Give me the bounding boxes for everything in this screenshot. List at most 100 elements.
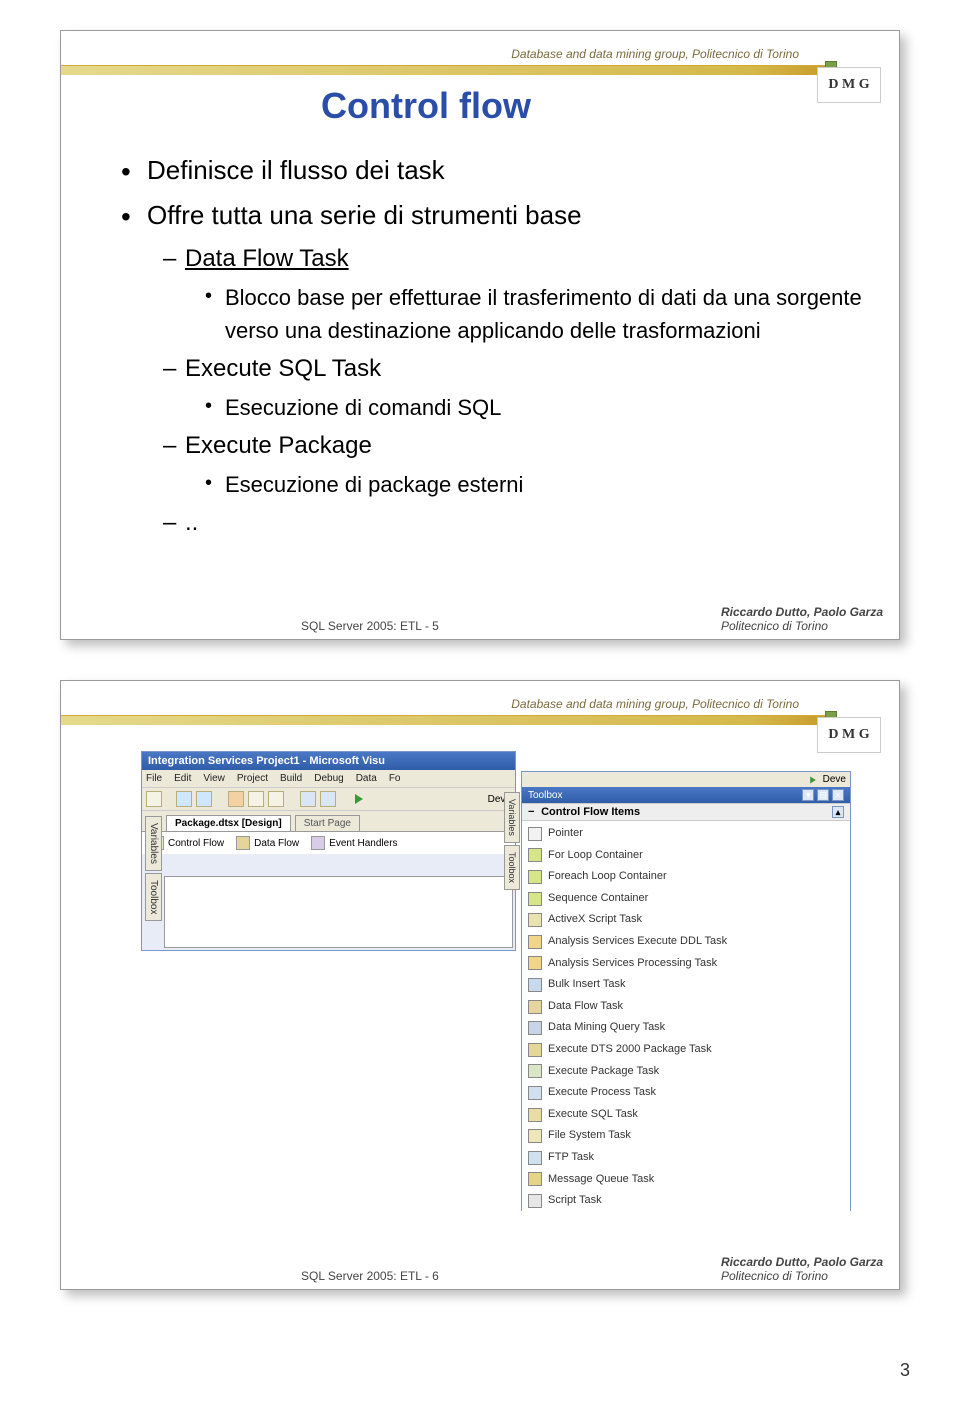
pointer-icon <box>528 827 542 841</box>
tab-toolbox[interactable]: Toolbox <box>145 873 162 921</box>
toolbox-item[interactable]: FTP Task <box>522 1147 850 1169</box>
redo-icon[interactable] <box>320 791 336 807</box>
bullet-level2: Execute SQL Task <box>121 351 869 387</box>
toolbox-body: − Control Flow Items ▴ Pointer For Loop … <box>522 803 850 1214</box>
menu-project[interactable]: Project <box>237 773 268 784</box>
toolbox-item[interactable]: File System Task <box>522 1125 850 1147</box>
scroll-up-icon[interactable]: ▴ <box>832 806 844 818</box>
slide1-title: Control flow <box>321 85 531 127</box>
tab-toolbox[interactable]: Toolbox <box>504 845 520 890</box>
data-mining-icon <box>528 1021 542 1035</box>
slide2-header: Database and data mining group, Politecn… <box>61 691 899 721</box>
menu-file[interactable]: File <box>146 773 162 784</box>
slide1-header: Database and data mining group, Politecn… <box>61 41 899 71</box>
pin-icon[interactable]: ⊟ <box>817 789 829 801</box>
data-flow-task-icon <box>528 1000 542 1014</box>
close-icon[interactable]: × <box>832 789 844 801</box>
slide1-content: Definisce il flusso dei task Offre tutta… <box>121 151 869 545</box>
slide1-footer-left: SQL Server 2005: ETL - 5 <box>301 619 439 633</box>
slide2-footer-right: Riccardo Dutto, Paolo Garza Politecnico … <box>721 1255 883 1283</box>
toolbox-section-header[interactable]: − Control Flow Items ▴ <box>522 803 850 821</box>
bullet-level2: Data Flow Task <box>121 241 869 277</box>
toolbox-item[interactable]: Sequence Container <box>522 888 850 910</box>
screenshot-vs-window: Integration Services Project1 - Microsof… <box>141 751 516 951</box>
toolbox-title: Toolbox <box>528 790 562 801</box>
data-flow-icon <box>236 836 250 850</box>
menu-edit[interactable]: Edit <box>174 773 191 784</box>
execute-process-icon <box>528 1086 542 1100</box>
menu-data[interactable]: Data <box>356 773 377 784</box>
doctab-startpage[interactable]: Start Page <box>295 815 360 831</box>
sequence-icon <box>528 892 542 906</box>
bullet-level3: Esecuzione di package esterni <box>121 468 869 501</box>
for-loop-icon <box>528 848 542 862</box>
toolbox-item[interactable]: Data Flow Task <box>522 996 850 1018</box>
event-handlers-icon <box>311 836 325 850</box>
header-gradient-bar <box>61 715 829 725</box>
save-icon[interactable] <box>176 791 192 807</box>
cut-icon[interactable] <box>228 791 244 807</box>
toolbox-item[interactable]: Execute Process Task <box>522 1082 850 1104</box>
tab-event-handlers[interactable]: Event Handlers <box>311 836 397 850</box>
menu-format[interactable]: Fo <box>389 773 401 784</box>
dmg-logo: D M G <box>817 717 881 753</box>
vs-titlebar[interactable]: Integration Services Project1 - Microsof… <box>142 752 515 770</box>
vs-menubar[interactable]: File Edit View Project Build Debug Data … <box>142 770 515 787</box>
designer-canvas[interactable] <box>164 876 513 948</box>
slide-2: Database and data mining group, Politecn… <box>60 680 900 1290</box>
toolbox-item[interactable]: Pointer <box>522 823 850 845</box>
bullet-level3: Esecuzione di comandi SQL <box>121 391 869 424</box>
run-icon[interactable] <box>810 776 816 783</box>
vs-toolbar[interactable]: Deve <box>142 787 515 811</box>
bulk-insert-icon <box>528 978 542 992</box>
toolbox-titlebar[interactable]: Toolbox ▾ ⊟ × <box>522 787 850 803</box>
ftp-icon <box>528 1151 542 1165</box>
toolbox-item[interactable]: Data Mining Query Task <box>522 1017 850 1039</box>
page-number: 3 <box>900 1360 910 1381</box>
toolbox-item[interactable]: Script Task <box>522 1190 850 1212</box>
toolbox-item[interactable]: For Loop Container <box>522 845 850 867</box>
header-gradient-bar <box>61 65 829 75</box>
dropdown-icon[interactable]: ▾ <box>802 789 814 801</box>
slide1-footer-right: Riccardo Dutto, Paolo Garza Politecnico … <box>721 605 883 633</box>
foreach-loop-icon <box>528 870 542 884</box>
tab-variables[interactable]: Variables <box>504 792 520 843</box>
toolbox-item[interactable]: Foreach Loop Container <box>522 866 850 888</box>
toolbox-item-list: Pointer For Loop Container Foreach Loop … <box>522 821 850 1214</box>
header-group-text: Database and data mining group, Politecn… <box>511 697 799 711</box>
toolbox-item[interactable]: Execute SQL Task <box>522 1104 850 1126</box>
toolbox-item[interactable]: Message Queue Task <box>522 1169 850 1191</box>
new-icon[interactable] <box>146 791 162 807</box>
menu-build[interactable]: Build <box>280 773 302 784</box>
bullet-level3: Blocco base per effetturae il trasferime… <box>121 281 869 347</box>
execute-sql-icon <box>528 1108 542 1122</box>
tab-data-flow[interactable]: Data Flow <box>236 836 299 850</box>
undo-icon[interactable] <box>300 791 316 807</box>
copy-icon[interactable] <box>248 791 264 807</box>
script-icon <box>528 1194 542 1208</box>
toolbox-side-tabs: Variables Toolbox <box>504 792 520 890</box>
bullet-level2: .. <box>121 505 869 541</box>
toolbox-item[interactable]: Bulk Insert Task <box>522 974 850 996</box>
doctab-package[interactable]: Package.dtsx [Design] <box>166 815 291 831</box>
tab-variables[interactable]: Variables <box>145 816 162 871</box>
vs-document-tabs: Package.dtsx [Design] Start Page <box>142 811 515 831</box>
paste-icon[interactable] <box>268 791 284 807</box>
toolbox-item[interactable]: Analysis Services Processing Task <box>522 953 850 975</box>
toolbox-item[interactable]: Analysis Services Execute DDL Task <box>522 931 850 953</box>
execute-dts-icon <box>528 1043 542 1057</box>
config-label: Deve <box>823 774 846 785</box>
slide2-footer-left: SQL Server 2005: ETL - 6 <box>301 1269 439 1283</box>
toolbox-item[interactable]: Execute Package Task <box>522 1061 850 1083</box>
saveall-icon[interactable] <box>196 791 212 807</box>
toolbox-item[interactable]: ActiveX Script Task <box>522 909 850 931</box>
page: Database and data mining group, Politecn… <box>0 0 960 1401</box>
toolbox-item[interactable]: Execute DTS 2000 Package Task <box>522 1039 850 1061</box>
vs-window-title: Integration Services Project1 - Microsof… <box>148 755 385 767</box>
screenshot-toolbox-panel: Variables Toolbox Deve Toolbox ▾ ⊟ × − C… <box>521 771 851 1211</box>
menu-debug[interactable]: Debug <box>314 773 343 784</box>
menu-view[interactable]: View <box>203 773 225 784</box>
run-icon[interactable] <box>355 794 363 804</box>
bullet-level2: Execute Package <box>121 428 869 464</box>
file-system-icon <box>528 1129 542 1143</box>
